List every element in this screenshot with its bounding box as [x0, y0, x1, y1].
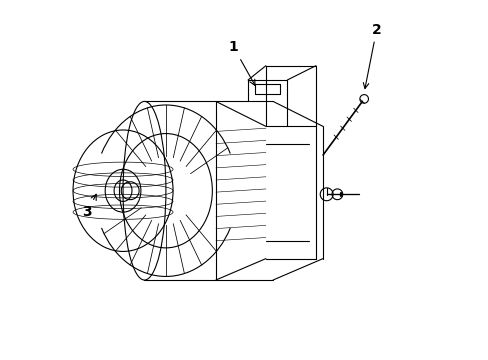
Text: 2: 2 — [363, 23, 381, 89]
Text: 1: 1 — [228, 40, 255, 85]
Text: 3: 3 — [82, 194, 96, 219]
